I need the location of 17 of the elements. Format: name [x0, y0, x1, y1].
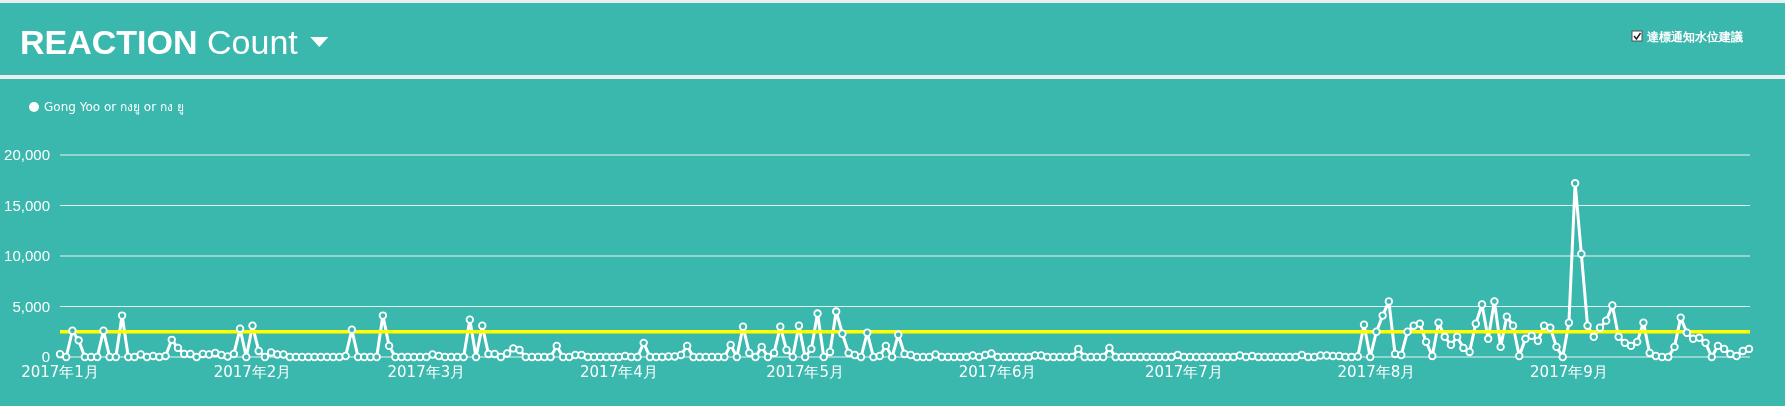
x-tick-label: 2017年5月: [766, 363, 845, 381]
x-tick-label: 2017年1月: [21, 363, 99, 381]
x-tick-label: 2017年9月: [1530, 363, 1608, 381]
x-tick-label: 2017年8月: [1337, 363, 1416, 381]
text: 達標通知水位建議: [1647, 30, 1743, 44]
legend-label: Gong Yoo or กงยู or กง ยู: [44, 100, 184, 115]
y-tick-label: 20,000: [4, 146, 50, 163]
chart-title: REACTION Count: [20, 23, 299, 61]
x-tick-label: 2017年3月: [387, 363, 466, 381]
y-tick-label: 0: [41, 348, 50, 365]
y-tick-label: 15,000: [4, 196, 50, 214]
y-tick-label: 10,000: [4, 247, 50, 264]
x-tick-label: 2017年6月: [958, 363, 1037, 381]
x-tick-label: 2017年4月: [580, 363, 658, 381]
x-tick-label: 2017年7月: [1145, 363, 1223, 381]
y-tick-label: 5,000: [12, 297, 50, 315]
x-tick-label: 2017年2月: [213, 363, 292, 381]
